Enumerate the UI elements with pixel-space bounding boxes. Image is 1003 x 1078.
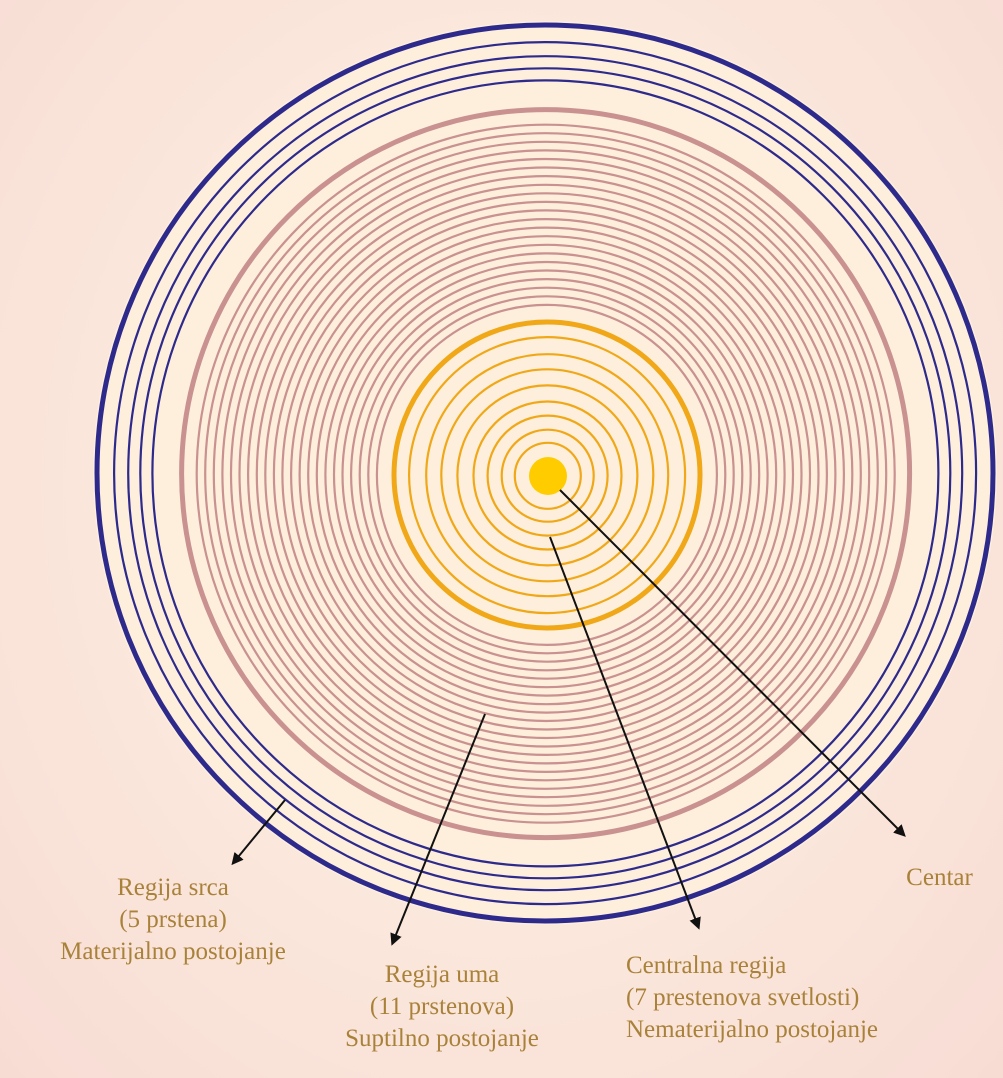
mind-ring xyxy=(375,303,719,646)
mind-ring xyxy=(204,132,888,816)
ring-group xyxy=(94,22,996,924)
center-label: Centar xyxy=(882,862,997,894)
mind-ring xyxy=(195,123,896,824)
center-arrow xyxy=(559,489,906,837)
mind-region-arrow xyxy=(390,713,486,946)
central-ring xyxy=(513,441,582,510)
central-ring xyxy=(440,368,655,583)
mind-ring xyxy=(212,140,879,807)
mind-ring xyxy=(289,217,803,731)
mind-ring xyxy=(367,295,727,655)
mind-ring xyxy=(332,260,761,689)
mind-ring xyxy=(307,235,786,714)
mind-ring xyxy=(358,286,735,663)
central-region-arrow xyxy=(549,536,701,930)
mind-ring xyxy=(229,157,862,790)
central-ring xyxy=(407,336,687,615)
central-region-ring-count: (7 prestenova svetlosti) xyxy=(626,984,860,1011)
mind-ring-boundary xyxy=(179,107,913,841)
heart-region-arrow xyxy=(231,799,286,866)
mind-ring xyxy=(264,192,828,756)
central-region-label: Centralna regija (7 prestenova svetlosti… xyxy=(626,950,986,1046)
center-dot xyxy=(529,457,567,495)
center-title: Centar xyxy=(906,864,973,891)
heart-ring xyxy=(151,79,940,868)
mind-ring xyxy=(324,252,769,697)
mind-ring xyxy=(298,226,795,723)
heart-region-ring-count: (5 prstena) xyxy=(119,906,227,933)
mind-ring xyxy=(350,278,744,672)
central-region-title: Centralna regija xyxy=(626,952,787,979)
heart-ring xyxy=(112,41,978,906)
heart-region-title: Regija srca xyxy=(117,874,229,901)
mind-region-ring-count: (11 prstenova) xyxy=(369,993,515,1020)
mind-ring xyxy=(221,149,871,799)
arrow-group xyxy=(231,489,906,946)
central-ring xyxy=(472,400,623,551)
heart-region-description: Materijalno postojanje xyxy=(60,938,286,965)
mind-ring xyxy=(315,243,778,706)
mind-ring xyxy=(341,269,752,680)
mind-region-description: Suptilno postojanje xyxy=(345,1025,539,1052)
mind-region-label: Regija uma (11 prstenova) Suptilno posto… xyxy=(292,959,592,1055)
heart-ring xyxy=(127,55,964,892)
central-ring xyxy=(425,353,670,598)
mind-ring xyxy=(247,175,845,773)
central-region-description: Nematerijalno postojanje xyxy=(626,1016,879,1043)
central-ring xyxy=(486,414,609,537)
mind-region-title: Regija uma xyxy=(384,961,500,988)
mind-ring xyxy=(272,200,820,748)
central-ring-boundary xyxy=(391,319,703,631)
mind-ring xyxy=(281,209,812,740)
heart-ring xyxy=(139,67,952,880)
mind-ring xyxy=(238,166,854,782)
heart-region-label: Regija srca (5 prstena) Materijalno post… xyxy=(8,872,338,968)
central-ring xyxy=(456,384,639,567)
mind-ring xyxy=(255,183,837,765)
heart-ring xyxy=(94,22,996,924)
central-ring xyxy=(500,428,595,523)
